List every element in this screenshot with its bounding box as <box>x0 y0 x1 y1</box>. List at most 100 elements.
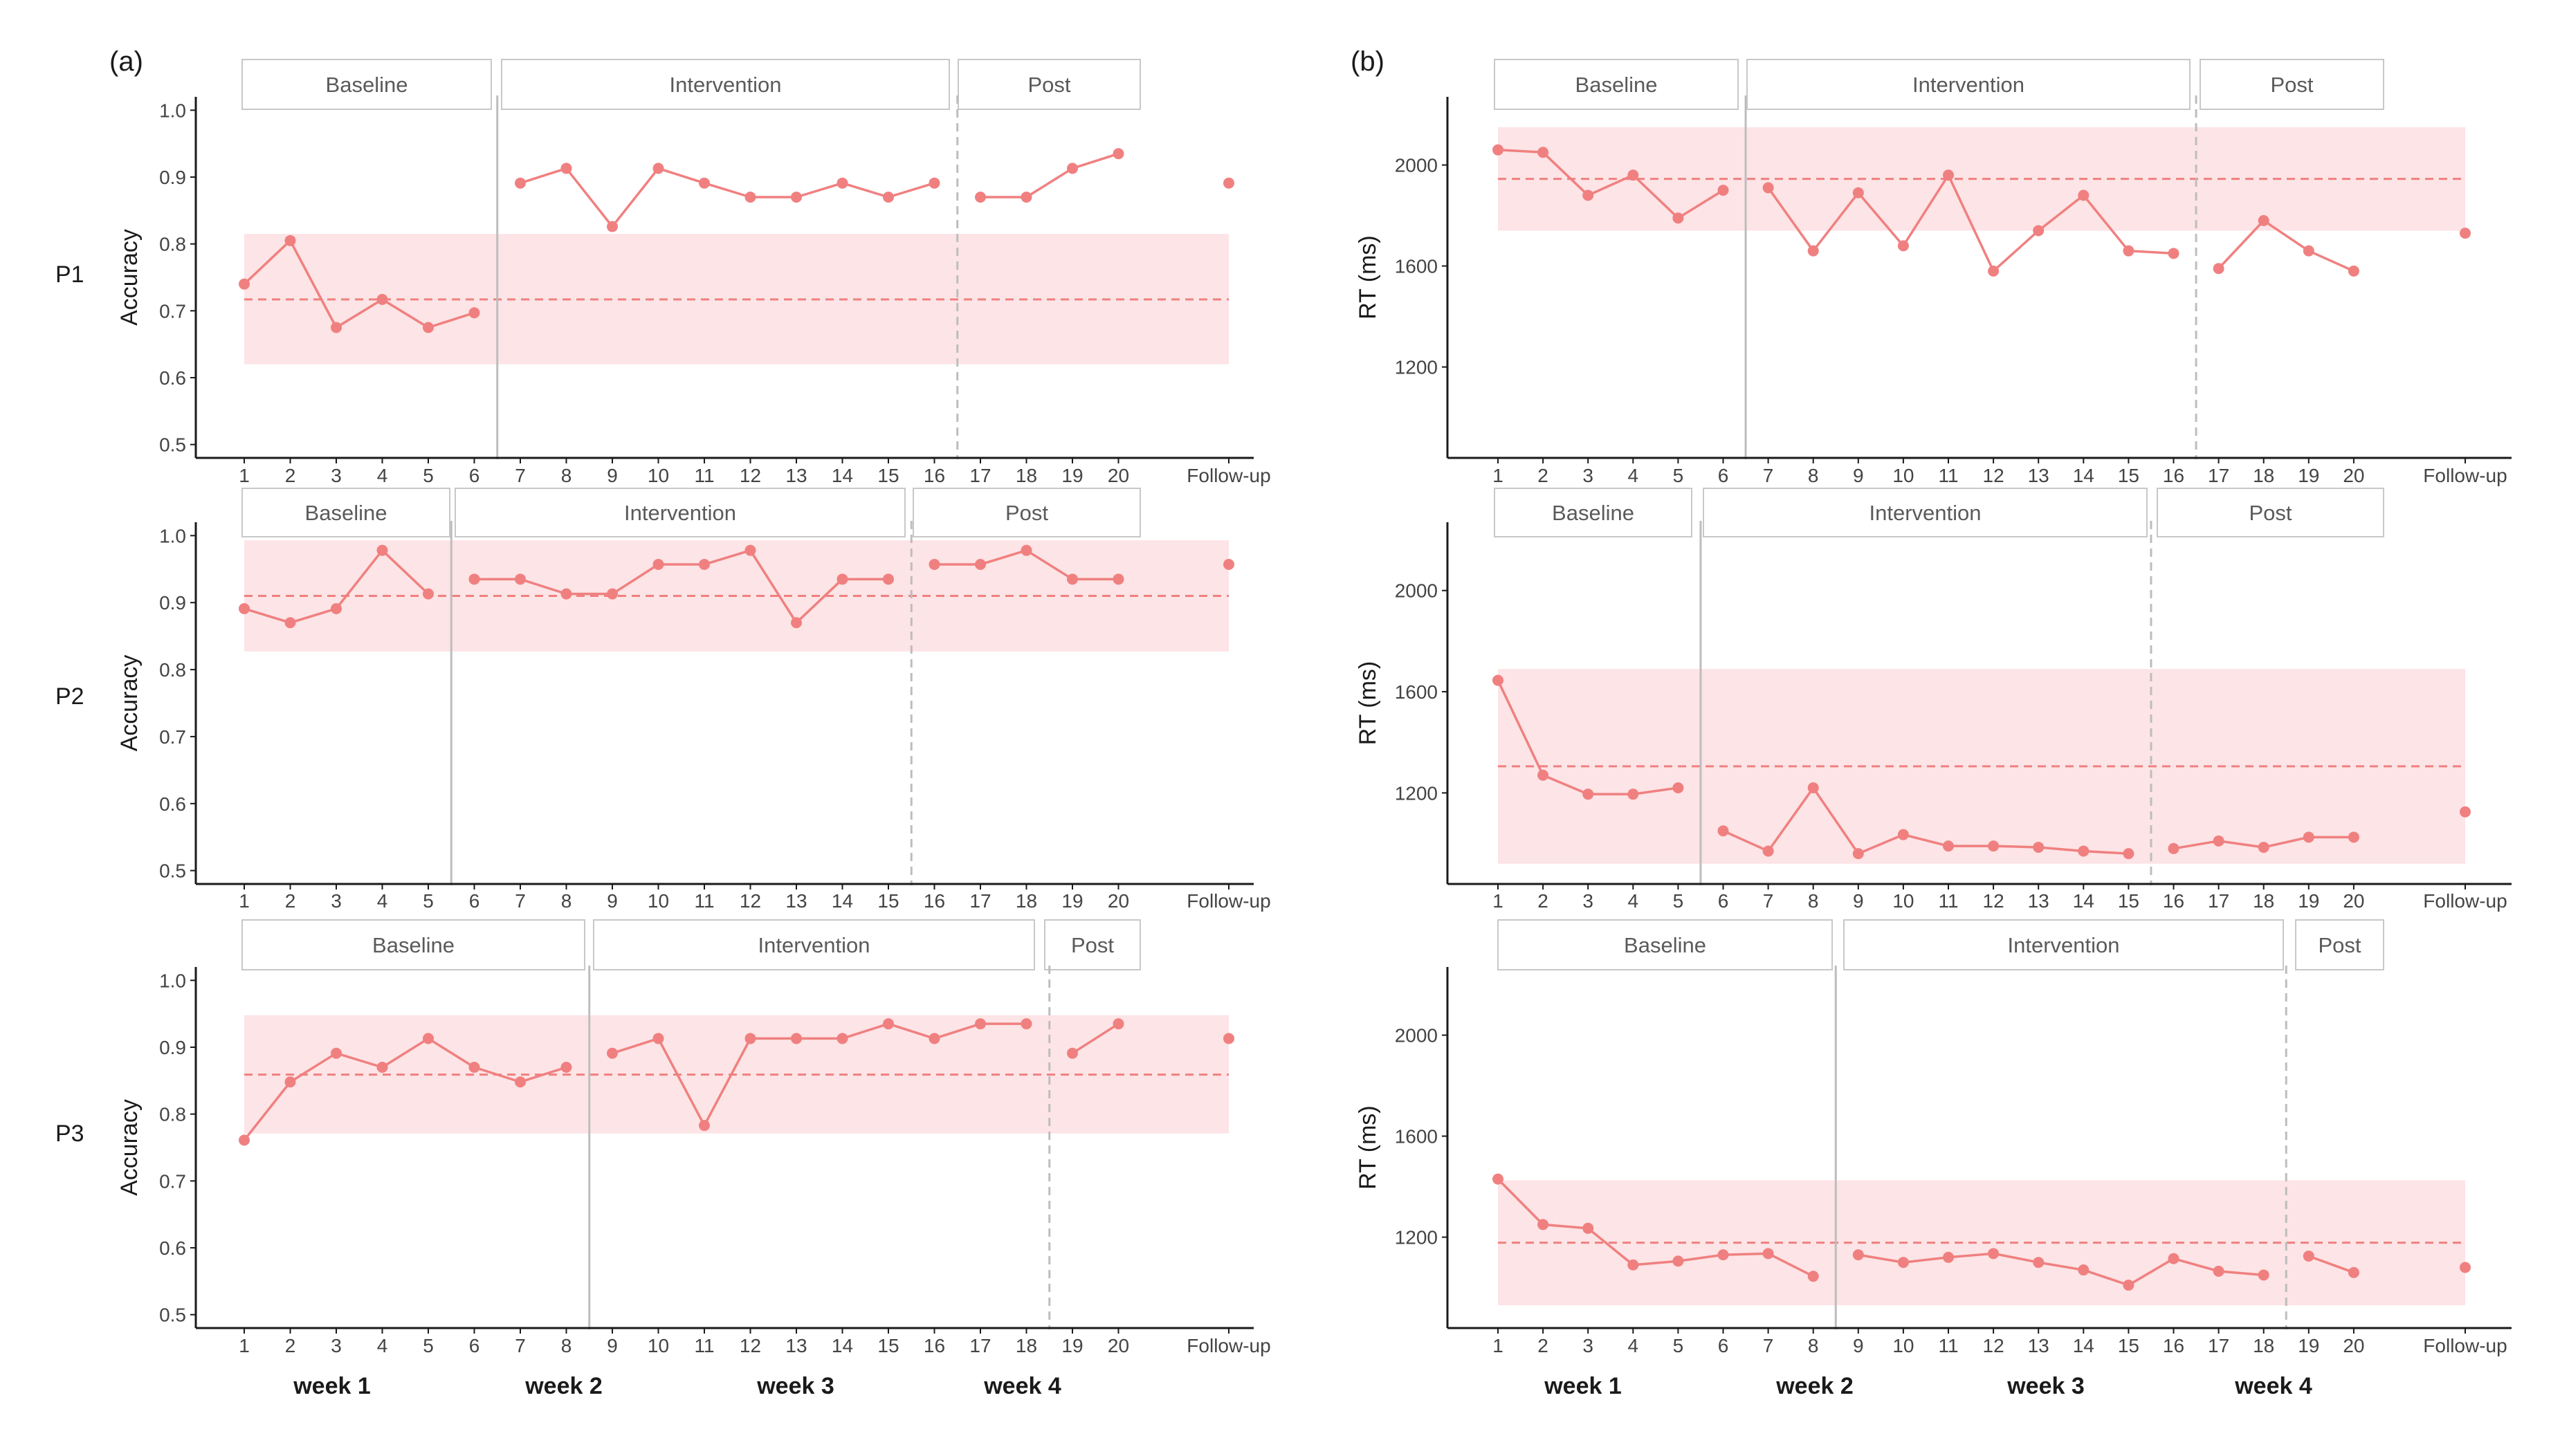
x-tick-label: 9 <box>607 465 618 486</box>
x-tick-label: 17 <box>2208 890 2229 912</box>
y-tick-label: 0.7 <box>159 300 186 322</box>
x-tick-label: 19 <box>2298 890 2319 912</box>
x-tick-label: 17 <box>969 465 991 486</box>
data-point <box>1067 573 1078 585</box>
phase-strip <box>2200 59 2384 110</box>
x-tick-label: 6 <box>1718 465 1729 486</box>
x-tick-label: 12 <box>1983 890 2004 912</box>
phase-strip <box>1044 919 1141 970</box>
x-tick-label: 18 <box>1016 465 1037 486</box>
data-point <box>423 588 434 600</box>
data-point <box>2213 835 2224 847</box>
y-tick-label: 0.9 <box>159 1037 186 1058</box>
data-point <box>1492 144 1503 156</box>
data-point <box>929 177 940 189</box>
x-tick-label: 14 <box>832 890 853 912</box>
series-line-intervention <box>520 167 935 228</box>
data-point <box>2258 214 2269 226</box>
x-tick-label: 17 <box>969 890 991 912</box>
data-point <box>791 1033 802 1044</box>
phase-strip-label: Baseline <box>305 501 387 525</box>
data-point <box>2078 1264 2090 1276</box>
data-point <box>2303 831 2314 843</box>
x-tick-label: 20 <box>2343 1335 2364 1356</box>
y-axis-label: Accuracy <box>116 1099 143 1196</box>
x-tick-label: 11 <box>1938 890 1958 912</box>
data-point <box>1067 163 1078 174</box>
x-tick-label: 15 <box>2118 465 2139 486</box>
phase-strip <box>1843 919 2284 970</box>
data-point <box>560 1062 572 1073</box>
data-point <box>2303 245 2314 257</box>
data-point <box>652 1033 664 1044</box>
x-tick-label: 18 <box>2253 1335 2274 1356</box>
phase-strip <box>1703 488 2148 537</box>
data-point <box>1943 169 1954 181</box>
x-tick-label: 6 <box>1718 1335 1729 1356</box>
x-tick-label: 1 <box>239 1335 250 1356</box>
phase-strip <box>913 488 1141 537</box>
week-label-a-1: week 1 <box>293 1373 371 1399</box>
series-line-post <box>980 152 1119 199</box>
data-point <box>2123 245 2134 257</box>
data-point <box>744 192 756 203</box>
x-tick-label: 5 <box>1673 890 1684 912</box>
phase-strip <box>501 59 950 110</box>
data-point <box>1762 845 1774 857</box>
y-tick-label: 1600 <box>1395 681 1438 703</box>
data-point <box>1852 1249 1864 1261</box>
phase-strip-label: Intervention <box>758 933 870 957</box>
x-tick-label: 4 <box>1628 1335 1639 1356</box>
participant-label-p1: P1 <box>55 261 84 288</box>
x-tick-label: 8 <box>561 890 572 912</box>
y-tick-label: 1.0 <box>159 970 186 991</box>
x-tick-label: 5 <box>423 890 434 912</box>
y-tick-label: 2000 <box>1395 1025 1438 1047</box>
data-point <box>284 617 296 629</box>
x-tick-label: Follow-up <box>1187 465 1270 486</box>
x-tick-label: 12 <box>740 1335 761 1356</box>
x-tick-label: 16 <box>924 1335 945 1356</box>
x-tick-label: 6 <box>1718 890 1729 912</box>
data-point <box>284 1076 296 1088</box>
data-point <box>423 322 434 333</box>
phase-strip-label: Intervention <box>624 501 736 525</box>
x-tick-label: 15 <box>877 465 899 486</box>
data-point <box>2168 842 2179 854</box>
series-line-post <box>2218 219 2355 273</box>
x-tick-label: 16 <box>2163 465 2184 486</box>
x-tick-label: 3 <box>331 465 342 486</box>
chart-rt-p1: Baseline Intervention Post 1200 1600 2000 RT (… <box>1355 59 2512 486</box>
week-label-a-3: week 3 <box>756 1373 834 1399</box>
x-tick-label: 7 <box>515 1335 526 1356</box>
x-tick-label: Follow-up <box>1187 1335 1270 1356</box>
x-tick-label: 11 <box>1938 1335 1958 1356</box>
week-label-b-2: week 2 <box>1775 1373 1854 1399</box>
data-point <box>468 573 480 585</box>
x-tick-label: 13 <box>2028 1335 2049 1356</box>
data-point <box>929 559 940 571</box>
x-tick-label: 10 <box>1892 1335 1914 1356</box>
phase-strips: Baseline Intervention Post <box>1494 59 2384 110</box>
x-tick-label: 9 <box>1853 890 1864 912</box>
x-tick-label: 4 <box>1628 890 1639 912</box>
x-tick-label: 20 <box>1108 890 1129 912</box>
data-point <box>929 1033 940 1044</box>
x-tick-label: 20 <box>1108 1335 1129 1356</box>
y-tick-label: 0.9 <box>159 592 186 614</box>
y-axis-label: Accuracy <box>116 229 143 326</box>
data-point <box>376 544 388 556</box>
data-point <box>515 573 526 585</box>
phase-strip <box>1746 59 2191 110</box>
phase-strip <box>241 59 492 110</box>
x-tick-label: 19 <box>1061 1335 1083 1356</box>
x-tick-label: 18 <box>2253 465 2274 486</box>
x-tick-label: 5 <box>423 1335 434 1356</box>
x-tick-label: 9 <box>607 1335 618 1356</box>
phase-strip-label: Intervention <box>1912 73 2024 97</box>
x-tick-label: 8 <box>1808 465 1819 486</box>
y-tick-label: 2000 <box>1395 580 1438 602</box>
phase-strip-label: Intervention <box>2008 933 2120 957</box>
data-point <box>1537 769 1549 781</box>
data-point <box>791 617 802 629</box>
